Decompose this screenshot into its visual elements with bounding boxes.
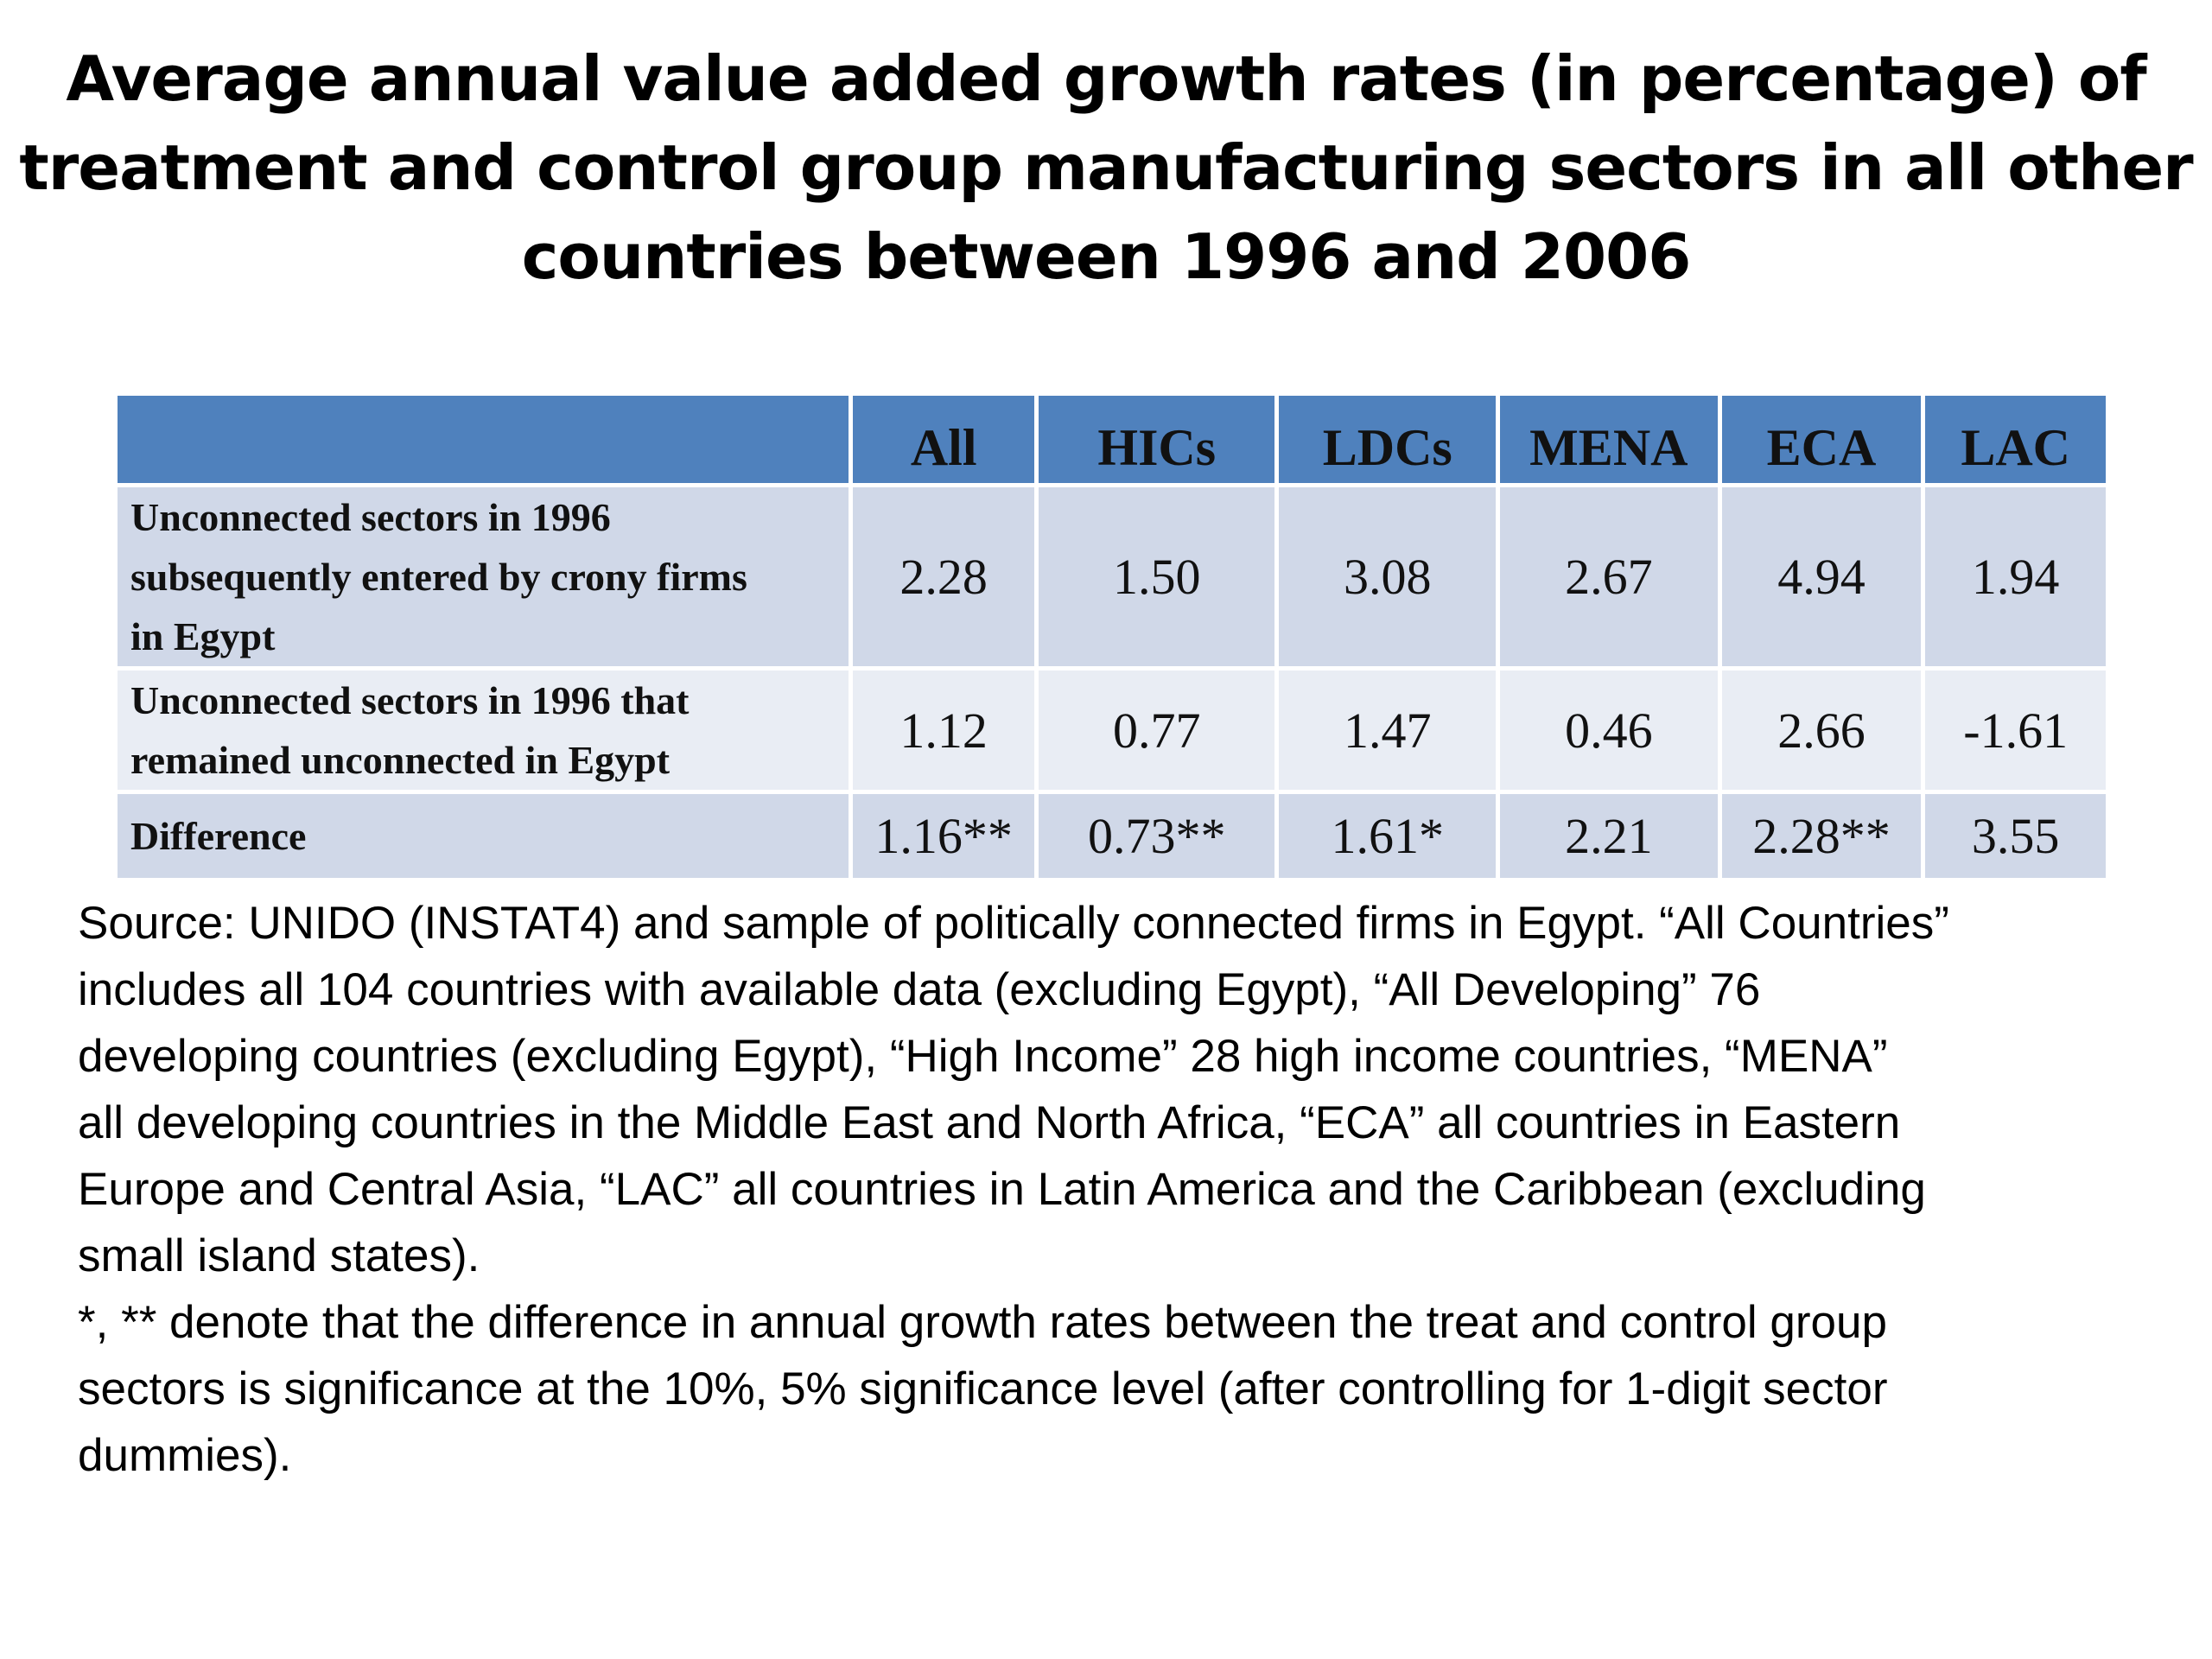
note-line: includes all 104 countries with availabl… bbox=[78, 964, 1761, 1015]
growth-rates-table: All HICs LDCs MENA ECA LAC Unconnected s… bbox=[112, 391, 2110, 882]
cell-value: 2.67 bbox=[1496, 483, 1722, 671]
row-label-line: in Egypt bbox=[130, 614, 276, 658]
row-label-line: subsequently entered by crony firms bbox=[130, 555, 747, 599]
title-line: Average annual value added growth rates … bbox=[66, 42, 2146, 115]
cell-value: 0.46 bbox=[1496, 666, 1722, 794]
cell-value: 3.55 bbox=[1921, 790, 2110, 882]
row-label-line: Unconnected sectors in 1996 bbox=[130, 495, 611, 539]
row-label-line: Unconnected sectors in 1996 that bbox=[130, 678, 690, 722]
slide-title: Average annual value added growth rates … bbox=[0, 35, 2212, 302]
note-line: Europe and Central Asia, “LAC” all count… bbox=[78, 1164, 1926, 1215]
cell-value: 3.08 bbox=[1274, 483, 1500, 671]
header-cell-empty bbox=[112, 391, 854, 487]
title-line: treatment and control group manufacturin… bbox=[19, 131, 2193, 204]
note-line: sectors is significance at the 10%, 5% s… bbox=[78, 1363, 1888, 1414]
header-cell-eca: ECA bbox=[1717, 391, 1926, 487]
table-header-row: All HICs LDCs MENA ECA LAC bbox=[112, 391, 2110, 487]
cell-value: -1.61 bbox=[1921, 666, 2110, 794]
note-line: developing countries (excluding Egypt), … bbox=[78, 1031, 1888, 1082]
cell-value: 1.50 bbox=[1034, 483, 1280, 671]
header-cell-mena: MENA bbox=[1496, 391, 1722, 487]
cell-value: 1.16** bbox=[849, 790, 1039, 882]
table-row: Unconnected sectors in 1996 that remaine… bbox=[112, 666, 2110, 794]
row-label: Unconnected sectors in 1996 that remaine… bbox=[112, 666, 854, 794]
title-line: countries between 1996 and 2006 bbox=[521, 220, 1692, 293]
table-row: Unconnected sectors in 1996 subsequently… bbox=[112, 483, 2110, 671]
header-cell-lac: LAC bbox=[1921, 391, 2110, 487]
cell-value: 2.66 bbox=[1717, 666, 1926, 794]
cell-value: 2.28** bbox=[1717, 790, 1926, 882]
header-cell-ldcs: LDCs bbox=[1274, 391, 1500, 487]
cell-value: 0.73** bbox=[1034, 790, 1280, 882]
header-cell-hics: HICs bbox=[1034, 391, 1280, 487]
row-label: Difference bbox=[112, 790, 854, 882]
table-row: Difference 1.16** 0.73** 1.61* 2.21 2.28… bbox=[112, 790, 2110, 882]
note-line: small island states). bbox=[78, 1230, 480, 1281]
note-line: dummies). bbox=[78, 1430, 292, 1481]
note-line: all developing countries in the Middle E… bbox=[78, 1097, 1901, 1148]
cell-value: 4.94 bbox=[1717, 483, 1926, 671]
cell-value: 0.77 bbox=[1034, 666, 1280, 794]
cell-value: 1.94 bbox=[1921, 483, 2110, 671]
cell-value: 1.12 bbox=[849, 666, 1039, 794]
source-notes: Source: UNIDO (INSTAT4) and sample of po… bbox=[78, 890, 1949, 1489]
header-cell-all: All bbox=[849, 391, 1039, 487]
row-label: Unconnected sectors in 1996 subsequently… bbox=[112, 483, 854, 671]
row-label-line: remained unconnected in Egypt bbox=[130, 738, 671, 782]
cell-value: 2.28 bbox=[849, 483, 1039, 671]
cell-value: 2.21 bbox=[1496, 790, 1722, 882]
note-line: Source: UNIDO (INSTAT4) and sample of po… bbox=[78, 898, 1949, 949]
note-line: *, ** denote that the difference in annu… bbox=[78, 1297, 1887, 1348]
cell-value: 1.61* bbox=[1274, 790, 1500, 882]
row-label-line: Difference bbox=[130, 814, 307, 858]
cell-value: 1.47 bbox=[1274, 666, 1500, 794]
